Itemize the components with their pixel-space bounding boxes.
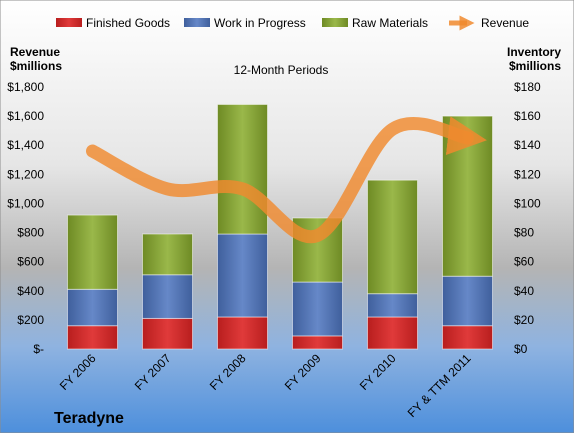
- legend-swatch-raw-materials: [322, 18, 348, 27]
- right-tick-label: $20: [514, 313, 534, 327]
- revenue-line: [86, 116, 487, 244]
- bar-segment-raw-materials: [67, 214, 118, 290]
- legend-swatch-finished-goods: [56, 18, 82, 27]
- right-axis-title-line2: $millions: [509, 59, 561, 73]
- bar-segment-finished-goods: [142, 317, 193, 350]
- left-tick-label: $-: [33, 342, 44, 356]
- left-tick-label: $800: [17, 226, 44, 240]
- legend-label-revenue: Revenue: [481, 16, 529, 30]
- company-title: Teradyne: [54, 410, 124, 427]
- left-tick-label: $1,400: [7, 138, 44, 152]
- bar-segment-finished-goods: [442, 325, 493, 350]
- right-tick-label: $100: [514, 196, 541, 210]
- right-tick-label: $160: [514, 109, 541, 123]
- bar-segment-work-in-progress: [217, 233, 268, 318]
- right-tick-label: $60: [514, 255, 534, 269]
- legend-label-finished-goods: Finished Goods: [86, 16, 170, 30]
- left-tick-label: $1,800: [7, 80, 44, 94]
- bar-segment-work-in-progress: [442, 275, 493, 327]
- left-tick-label: $1,200: [7, 167, 44, 181]
- axis-ticks: $- $200 $400 $600 $800 $1,000 $1,200 $1,400 $1,6…: [7, 80, 541, 356]
- left-tick-label: $1,000: [7, 196, 44, 210]
- left-tick-label: $600: [17, 255, 44, 269]
- bar-segment-raw-materials: [367, 179, 418, 295]
- right-tick-label: $120: [514, 167, 541, 181]
- legend-swatch-work-in-progress: [184, 18, 210, 27]
- left-axis-title-line1: Revenue: [10, 45, 60, 59]
- left-axis-title-line2: $millions: [10, 59, 62, 73]
- legend-label-work-in-progress: Work in Progress: [214, 16, 306, 30]
- bar-segment-work-in-progress: [142, 274, 193, 319]
- left-tick-label: $1,600: [7, 109, 44, 123]
- bar-segment-finished-goods: [67, 325, 118, 350]
- legend: Finished Goods Work in Progress Raw Materi…: [56, 15, 529, 31]
- right-tick-label: $0: [514, 342, 528, 356]
- chart-subtitle: 12-Month Periods: [234, 63, 329, 77]
- revenue-line-layer: [86, 116, 487, 244]
- bar-segment-work-in-progress: [67, 288, 118, 327]
- bar-segment-finished-goods: [367, 316, 418, 350]
- right-axis-title-line1: Inventory: [507, 45, 561, 59]
- right-tick-label: $180: [514, 80, 541, 94]
- legend-label-raw-materials: Raw Materials: [352, 16, 428, 30]
- left-tick-label: $200: [17, 313, 44, 327]
- bar-segment-work-in-progress: [292, 281, 343, 337]
- bar-segment-raw-materials: [142, 233, 193, 276]
- right-tick-label: $140: [514, 138, 541, 152]
- right-tick-label: $40: [514, 284, 534, 298]
- left-tick-label: $400: [17, 284, 44, 298]
- bar-segment-raw-materials: [217, 103, 268, 235]
- right-tick-label: $80: [514, 226, 534, 240]
- bar-segment-finished-goods: [292, 335, 343, 350]
- bar-segment-finished-goods: [217, 316, 268, 350]
- bar-segment-work-in-progress: [367, 293, 418, 318]
